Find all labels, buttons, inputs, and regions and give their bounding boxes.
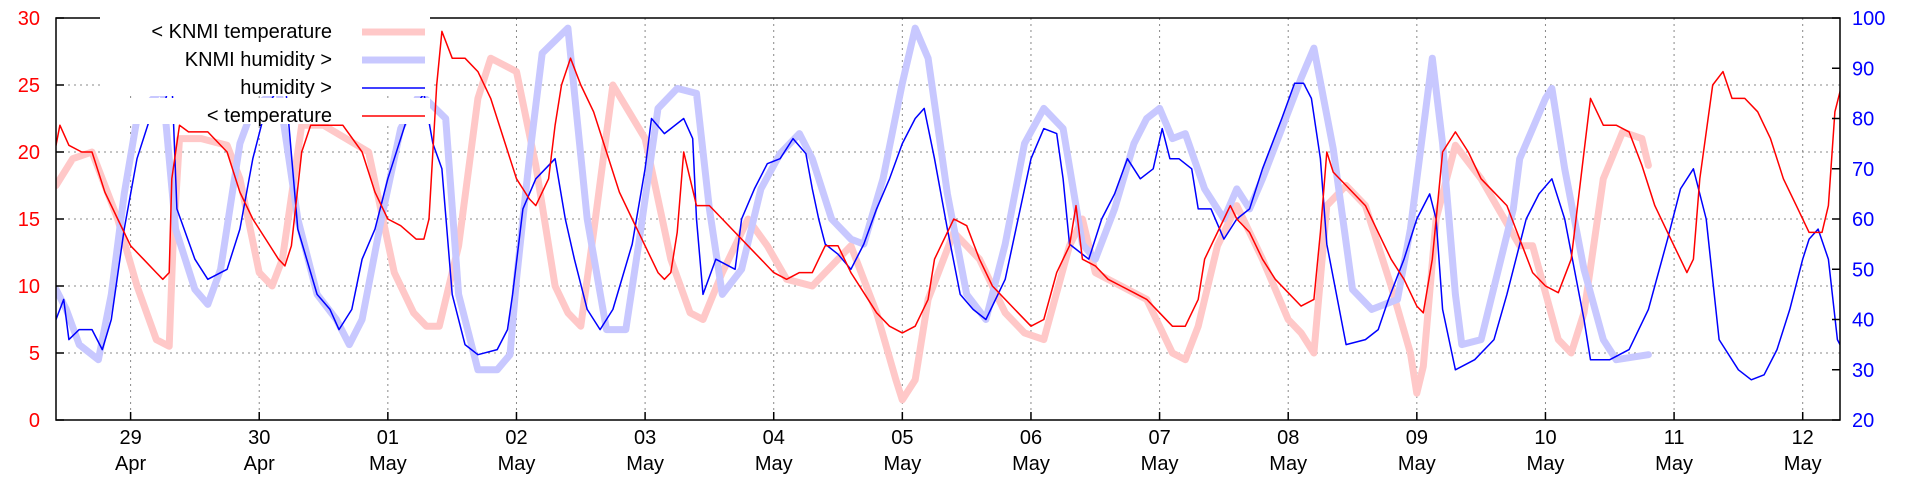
legend-label-2: KNMI humidity > xyxy=(185,49,332,71)
x-tick-label-day: 04 xyxy=(763,427,785,449)
x-tick-label-month: May xyxy=(1398,453,1436,475)
series-line-2 xyxy=(56,24,1652,374)
y-left-tick-label: 30 xyxy=(18,8,40,30)
x-tick-label-day: 30 xyxy=(248,427,270,449)
y-left-tick-label: 5 xyxy=(29,343,40,365)
series-line-1 xyxy=(56,54,1652,404)
legend-bg xyxy=(100,42,430,68)
legend: < KNMI temperature KNMI humidity > humidit… xyxy=(100,14,430,127)
y-left-tick-label: 10 xyxy=(18,276,40,298)
x-tick-label-month: Apr xyxy=(115,453,146,475)
y-right-tick-label: 50 xyxy=(1852,259,1874,281)
x-tick-label-day: 11 xyxy=(1664,427,1685,449)
tick-group: 051015202530203040506070809010029Apr30Ap… xyxy=(18,8,1886,475)
y-right-tick-label: 30 xyxy=(1852,360,1874,382)
y-right-tick-label: 20 xyxy=(1852,410,1874,432)
y-right-tick-label: 90 xyxy=(1852,58,1874,80)
y-left-tick-label: 20 xyxy=(18,142,40,164)
x-tick-label-month: Apr xyxy=(244,453,275,475)
x-tick-label-month: May xyxy=(369,453,407,475)
x-tick-label-month: May xyxy=(1655,453,1693,475)
y-right-tick-label: 100 xyxy=(1852,8,1885,30)
x-tick-label-day: 03 xyxy=(634,427,656,449)
series-group xyxy=(56,24,1840,404)
x-tick-label-day: 07 xyxy=(1148,427,1170,449)
series-line-3 xyxy=(56,77,1840,381)
x-tick-label-month: May xyxy=(883,453,921,475)
x-tick-label-month: May xyxy=(626,453,664,475)
x-tick-label-month: May xyxy=(1012,453,1050,475)
legend-bg xyxy=(100,14,430,40)
y-right-tick-label: 80 xyxy=(1852,109,1874,131)
x-tick-label-day: 10 xyxy=(1534,427,1556,449)
legend-bg xyxy=(100,70,430,96)
legend-bg xyxy=(100,98,430,124)
x-tick-label-day: 09 xyxy=(1406,427,1428,449)
x-tick-label-day: 01 xyxy=(377,427,399,449)
x-tick-label-day: 02 xyxy=(505,427,527,449)
y-left-tick-label: 15 xyxy=(18,209,40,231)
legend-label-3: humidity > xyxy=(240,77,332,99)
y-right-tick-label: 70 xyxy=(1852,159,1874,181)
x-tick-label-month: May xyxy=(1527,453,1565,475)
x-tick-label-day: 06 xyxy=(1020,427,1042,449)
y-left-tick-label: 25 xyxy=(18,75,40,97)
x-tick-label-day: 05 xyxy=(891,427,913,449)
x-tick-label-month: May xyxy=(755,453,793,475)
legend-label-4: < temperature xyxy=(207,105,332,127)
y-right-tick-label: 40 xyxy=(1852,310,1874,332)
x-tick-label-month: May xyxy=(1269,453,1307,475)
series-line-4 xyxy=(56,30,1840,334)
y-right-tick-label: 60 xyxy=(1852,209,1874,231)
x-tick-label-month: May xyxy=(1141,453,1179,475)
x-tick-label-day: 12 xyxy=(1792,427,1814,449)
y-left-tick-label: 0 xyxy=(29,410,40,432)
x-tick-label-day: 08 xyxy=(1277,427,1299,449)
x-tick-label-month: May xyxy=(498,453,536,475)
x-tick-label-month: May xyxy=(1784,453,1822,475)
x-tick-label-day: 29 xyxy=(119,427,141,449)
legend-label-1: < KNMI temperature xyxy=(151,21,332,43)
